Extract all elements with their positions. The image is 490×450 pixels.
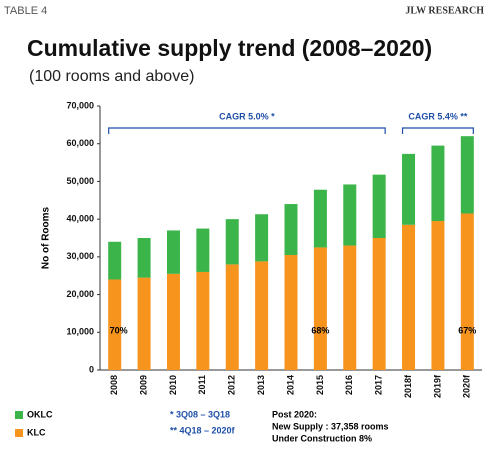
- y-tick-label: 0: [89, 364, 94, 374]
- legend-label: OKLC: [27, 409, 53, 419]
- cagr-label: CAGR 5.0% *: [219, 111, 275, 121]
- x-tick-label: 2014: [285, 375, 295, 395]
- bar-segment: [137, 238, 151, 278]
- bar-segment: [137, 277, 151, 370]
- x-tick-label: 2010: [168, 375, 178, 395]
- x-tick-label: 2019f: [432, 374, 442, 398]
- bar-segment: [225, 264, 239, 370]
- bar-segment: [460, 213, 474, 370]
- note: Under Construction 8%: [272, 433, 372, 443]
- x-tick-label: 2012: [227, 375, 237, 395]
- x-tick-label: 2013: [256, 375, 266, 395]
- x-tick-label: 2017: [374, 375, 384, 395]
- bar-segment: [402, 153, 416, 225]
- bar-segment: [372, 238, 386, 370]
- footnote: * 3Q08 – 3Q18: [170, 409, 230, 419]
- x-tick-label: 2015: [315, 375, 325, 395]
- footnote: ** 4Q18 – 2020f: [170, 425, 236, 435]
- note: New Supply : 37,358 rooms: [272, 421, 389, 431]
- table-label: TABLE 4: [4, 5, 47, 17]
- bar-segment: [166, 230, 180, 274]
- bar-segment: [284, 254, 298, 370]
- bar-segment: [108, 241, 122, 280]
- y-axis-label: No of Rooms: [41, 206, 52, 269]
- x-tick-label: 2020f: [462, 374, 472, 398]
- bar-segment: [196, 228, 210, 272]
- x-tick-label: 2009: [138, 375, 148, 395]
- cagr-label: CAGR 5.4% **: [408, 111, 468, 121]
- x-tick-label: 2011: [197, 375, 207, 395]
- bar-segment: [166, 273, 180, 370]
- bar-segment: [343, 245, 357, 370]
- y-tick-label: 10,000: [66, 327, 94, 337]
- bar-segment: [255, 214, 269, 262]
- y-tick-label: 20,000: [66, 289, 94, 299]
- cagr-bracket: [401, 127, 474, 134]
- note: Post 2020:: [272, 409, 317, 419]
- x-tick-label: 2018f: [403, 374, 413, 398]
- y-tick-label: 70,000: [66, 100, 94, 110]
- bar-segment: [313, 189, 327, 248]
- y-tick-label: 30,000: [66, 251, 94, 261]
- legend-swatch: [15, 411, 23, 419]
- bar-segment: [225, 219, 239, 265]
- chart-subtitle: (100 rooms and above): [29, 68, 194, 85]
- y-tick-label: 60,000: [66, 138, 94, 148]
- cagr-bracket: [108, 127, 386, 134]
- bar-segment: [431, 221, 445, 370]
- bar-segment: [460, 136, 474, 214]
- bar-segment: [108, 279, 122, 370]
- bar-segment: [313, 247, 327, 370]
- source: JLW RESEARCH: [405, 5, 484, 16]
- bar-segment: [343, 184, 357, 246]
- chart-title: Cumulative supply trend (2008–2020): [27, 35, 432, 61]
- legend-swatch: [15, 429, 23, 437]
- legend-label: KLC: [27, 427, 46, 437]
- bar-segment: [284, 204, 298, 255]
- y-tick-label: 50,000: [66, 176, 94, 186]
- bar-segment: [372, 174, 386, 238]
- bar-label: 68%: [311, 325, 329, 335]
- x-tick-label: 2008: [109, 375, 119, 395]
- x-tick-label: 2016: [344, 375, 354, 395]
- bar-segment: [196, 271, 210, 370]
- bar-segment: [431, 145, 445, 222]
- y-tick-label: 40,000: [66, 214, 94, 224]
- bar-label: 67%: [458, 325, 476, 335]
- bar-label: 70%: [110, 325, 128, 335]
- bar-segment: [402, 224, 416, 370]
- bar-segment: [255, 261, 269, 370]
